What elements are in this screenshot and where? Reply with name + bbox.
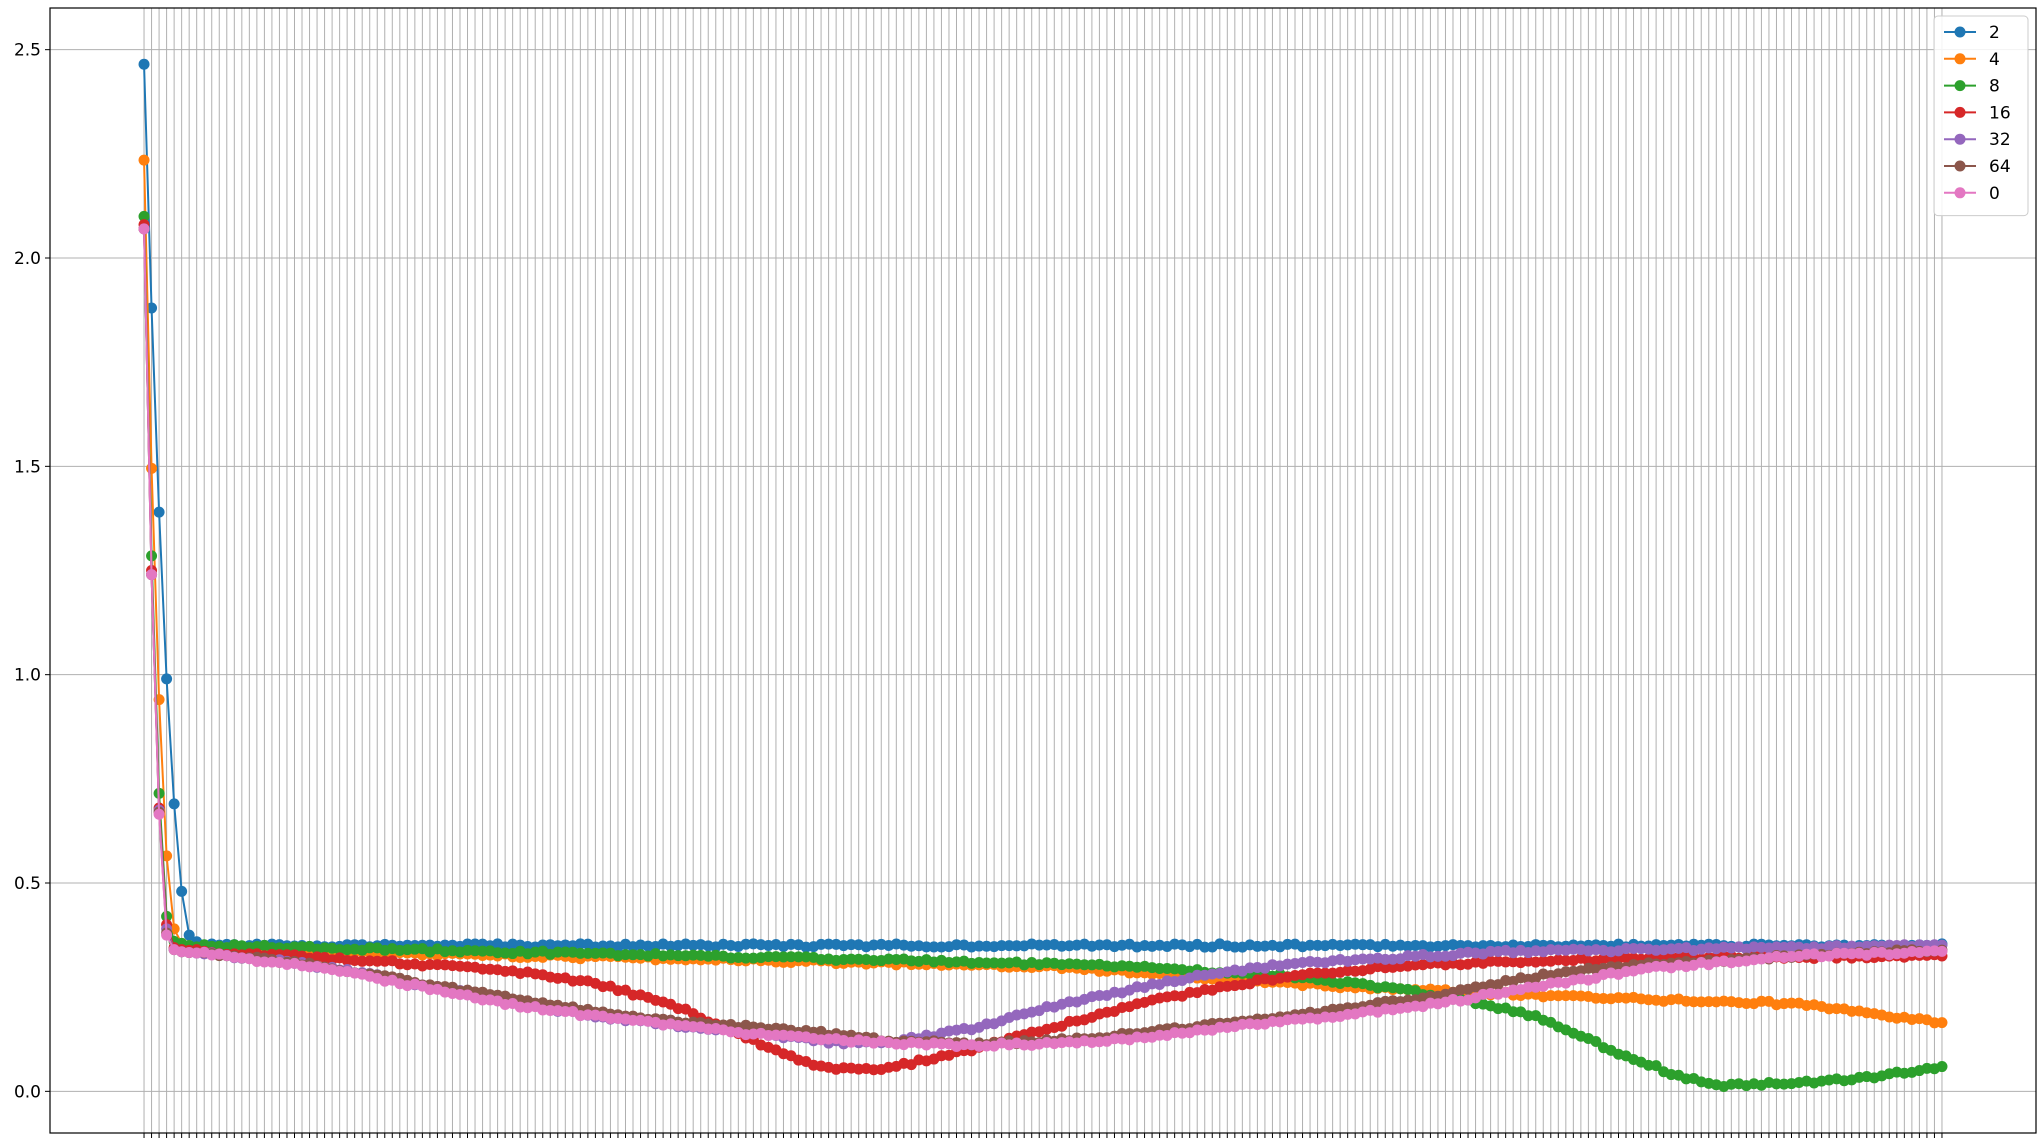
legend-marker bbox=[1954, 106, 1966, 118]
legend-label: 0 bbox=[1989, 184, 2000, 204]
legend-item: 0 bbox=[1944, 184, 2000, 204]
legend-label: 32 bbox=[1989, 130, 2011, 150]
y-tick-label: 2.5 bbox=[14, 41, 41, 61]
legend-item: 32 bbox=[1944, 130, 2011, 150]
data-point bbox=[161, 929, 173, 941]
data-point bbox=[1537, 955, 1549, 967]
data-point bbox=[1485, 979, 1497, 991]
data-point bbox=[1590, 1035, 1602, 1047]
legend-label: 64 bbox=[1989, 157, 2011, 177]
data-point bbox=[1936, 945, 1948, 957]
data-point bbox=[138, 154, 150, 166]
y-tick-label: 0.0 bbox=[14, 1082, 41, 1102]
legend-item: 2 bbox=[1944, 23, 2000, 43]
data-point bbox=[1786, 997, 1798, 1009]
data-point bbox=[153, 808, 165, 820]
x-axis-ticks bbox=[143, 1133, 1943, 1138]
y-tick-label: 1.0 bbox=[14, 666, 41, 686]
legend-box bbox=[1933, 15, 2029, 217]
legend-label: 16 bbox=[1989, 103, 2011, 123]
legend-label: 4 bbox=[1989, 50, 2000, 70]
y-axis-ticks: 0.0 0.5 1.0 1.5 2.0 2.5 bbox=[14, 41, 50, 1102]
legend: 2 4 8 16 32 64 0 bbox=[1933, 15, 2029, 217]
data-point bbox=[1154, 963, 1166, 974]
legend-item: 4 bbox=[1944, 50, 2000, 70]
data-point bbox=[138, 210, 150, 222]
data-point bbox=[1936, 1061, 1948, 1073]
data-point bbox=[161, 673, 173, 685]
data-point bbox=[920, 941, 932, 953]
data-point bbox=[168, 798, 180, 810]
data-point bbox=[996, 940, 1008, 952]
data-point bbox=[1936, 1017, 1948, 1029]
y-tick-label: 0.5 bbox=[14, 874, 41, 894]
legend-marker bbox=[1954, 187, 1966, 199]
data-point bbox=[146, 462, 158, 474]
legend-marker bbox=[1954, 80, 1966, 92]
data-point bbox=[371, 955, 383, 967]
y-tick-label: 2.0 bbox=[14, 249, 41, 269]
legend-label: 2 bbox=[1989, 23, 2000, 43]
legend-marker bbox=[1954, 26, 1966, 38]
data-point bbox=[1312, 967, 1324, 979]
legend-item: 16 bbox=[1944, 103, 2011, 123]
data-point bbox=[146, 569, 158, 581]
data-point bbox=[153, 506, 165, 518]
horizontal-gridlines bbox=[50, 49, 2036, 1092]
data-point bbox=[1304, 967, 1316, 979]
y-tick-label: 1.5 bbox=[14, 457, 41, 477]
data-point bbox=[138, 223, 150, 235]
series-0 bbox=[138, 223, 1948, 1052]
data-point bbox=[176, 885, 188, 897]
data-point bbox=[793, 951, 805, 963]
data-point bbox=[574, 947, 586, 959]
legend-label: 8 bbox=[1989, 77, 2000, 97]
data-point bbox=[477, 994, 489, 1006]
legend-marker bbox=[1954, 160, 1966, 172]
data-point bbox=[138, 58, 150, 70]
data-point bbox=[1650, 1060, 1662, 1072]
legend-marker bbox=[1954, 133, 1966, 145]
data-point bbox=[183, 929, 195, 941]
series-layer bbox=[138, 58, 1948, 1092]
data-point bbox=[559, 1006, 571, 1018]
legend-marker bbox=[1954, 53, 1966, 65]
data-point bbox=[582, 947, 594, 959]
data-point bbox=[1560, 990, 1572, 1002]
data-point bbox=[146, 302, 158, 314]
legend-item: 8 bbox=[1944, 77, 2000, 97]
plot-frame bbox=[49, 7, 2037, 1134]
legend-item: 64 bbox=[1944, 157, 2011, 177]
